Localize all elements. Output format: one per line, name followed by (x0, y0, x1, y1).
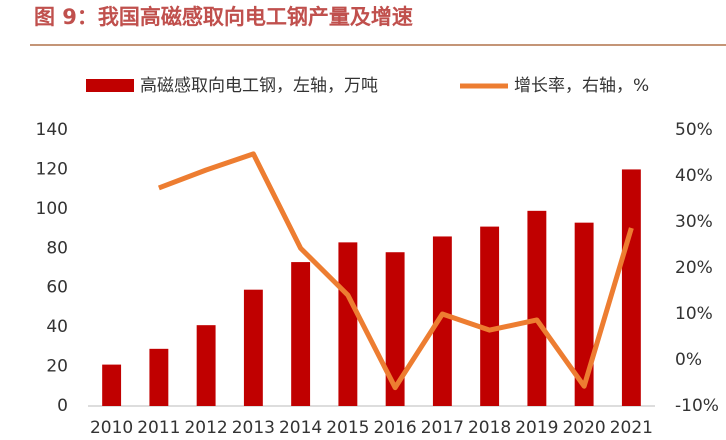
bar (385, 252, 405, 406)
bar (149, 348, 169, 406)
y-tick-label: 40 (46, 317, 68, 337)
x-tick-label: 2018 (468, 418, 511, 436)
legend-label: 增长率，右轴，% (514, 76, 649, 96)
legend-label: 高磁感取向电工钢，左轴，万吨 (140, 76, 378, 96)
bar (243, 289, 263, 406)
x-tick-label: 2017 (421, 418, 464, 436)
x-tick-label: 2019 (515, 418, 558, 436)
y-tick-label: 140 (36, 120, 68, 140)
bar (527, 210, 547, 406)
y2-tick-label: 20% (675, 258, 713, 278)
y2-tick-label: 0% (675, 350, 702, 370)
x-tick-label: 2010 (90, 418, 133, 436)
y2-tick-label: 30% (675, 212, 713, 232)
y-tick-label: 120 (36, 159, 68, 179)
chart-title: 图 9：我国高磁感取向电工钢产量及增速 (34, 5, 413, 29)
y2-tick-label: 50% (675, 120, 713, 140)
y-tick-label: 0 (57, 396, 68, 416)
line (157, 151, 634, 391)
x-tick-label: 2016 (373, 418, 416, 436)
x-tick-label: 2020 (562, 418, 605, 436)
y-tick-label: 20 (46, 357, 68, 377)
y2-tick-label: 40% (675, 166, 713, 186)
x-tick-label: 2013 (232, 418, 275, 436)
bar (621, 169, 641, 406)
y2-tick-label: -10% (675, 396, 719, 416)
x-tick-label: 2011 (137, 418, 180, 436)
bar (574, 222, 594, 406)
y-tick-label: 100 (36, 199, 68, 219)
bar (480, 226, 500, 406)
bar (338, 242, 358, 406)
y-tick-label: 60 (46, 278, 68, 298)
x-tick-label: 2021 (610, 418, 653, 436)
x-tick-label: 2015 (326, 418, 369, 436)
bar (432, 236, 452, 406)
x-tick-label: 2012 (184, 418, 227, 436)
legend-swatch (86, 79, 134, 92)
x-tick-label: 2014 (279, 418, 322, 436)
y2-tick-label: 10% (675, 304, 713, 324)
bar (102, 364, 122, 406)
y-tick-label: 80 (46, 238, 68, 258)
bar (291, 262, 311, 406)
bar (196, 325, 216, 406)
